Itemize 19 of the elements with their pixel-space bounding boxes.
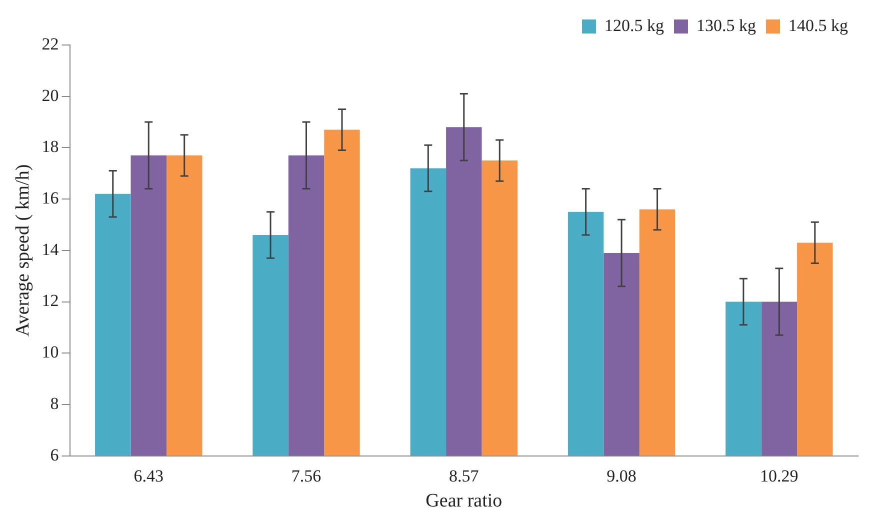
y-axis-title: Average speed ( km/h) bbox=[12, 164, 34, 336]
y-tick-label: 8 bbox=[50, 394, 59, 413]
x-tick-label: 7.56 bbox=[291, 466, 322, 486]
y-tick-label: 22 bbox=[42, 34, 59, 54]
x-tick-label: 6.43 bbox=[134, 466, 164, 486]
y-tick-label: 18 bbox=[42, 137, 59, 156]
y-tick-label: 20 bbox=[42, 86, 59, 105]
legend-label: 140.5 kg bbox=[788, 16, 848, 35]
x-axis-title: Gear ratio bbox=[426, 490, 502, 512]
y-tick-label: 16 bbox=[42, 188, 59, 208]
x-tick-label: 9.08 bbox=[606, 466, 636, 486]
legend-label: 130.5 kg bbox=[696, 16, 756, 35]
x-tick-label: 10.29 bbox=[760, 466, 798, 486]
y-tick-label: 12 bbox=[42, 291, 59, 310]
y-tick-label: 10 bbox=[42, 342, 59, 362]
y-tick-label: 6 bbox=[50, 445, 59, 464]
y-tick-label: 14 bbox=[42, 240, 60, 259]
legend-label: 120.5 kg bbox=[604, 16, 664, 35]
x-tick-label: 8.57 bbox=[449, 466, 480, 486]
